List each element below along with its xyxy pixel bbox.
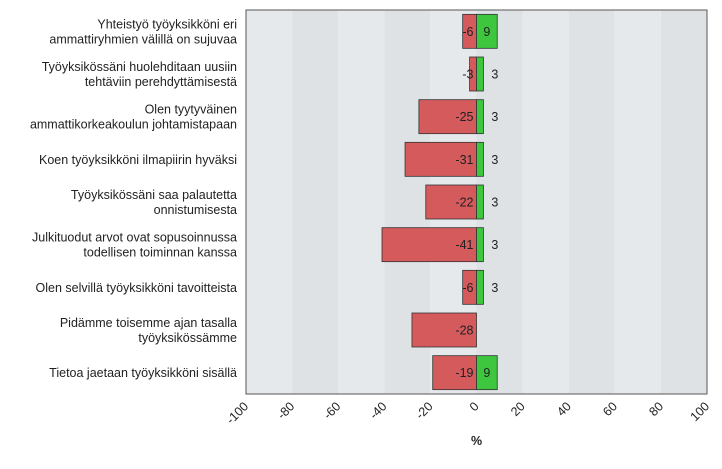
bar-positive xyxy=(476,184,484,220)
value-label-negative: -22 xyxy=(455,196,473,210)
x-tick-label: -40 xyxy=(367,399,390,422)
grid-band xyxy=(522,10,569,394)
category-label: Koen työyksikköni ilmapiirin hyväksi xyxy=(39,153,237,167)
category-label: Yhteistyö työyksikköni eri ammattiryhmien… xyxy=(49,17,237,46)
grid-band xyxy=(614,10,661,394)
bar-positive xyxy=(476,355,498,391)
value-label-positive: 3 xyxy=(491,68,498,82)
plot-border xyxy=(245,9,708,395)
bar-positive xyxy=(476,13,498,49)
value-label-positive: 3 xyxy=(491,238,498,252)
value-label-negative: -28 xyxy=(455,324,473,338)
value-label-negative: -6 xyxy=(462,281,473,295)
bar-negative xyxy=(425,184,477,220)
value-label-negative: -19 xyxy=(455,366,473,380)
x-axis-title: % xyxy=(471,434,482,448)
bar-negative xyxy=(381,227,477,263)
bar-positive xyxy=(476,141,484,177)
value-label-positive: 3 xyxy=(491,196,498,210)
value-label-positive: 9 xyxy=(483,25,490,39)
value-label-negative: -31 xyxy=(455,153,473,167)
category-label: Työyksikössäni huolehditaan uusiin tehtäv… xyxy=(42,60,237,89)
bar-positive xyxy=(476,269,484,305)
category-label: Työyksikössäni saa palautetta onnistumise… xyxy=(71,188,237,217)
x-tick-label: -60 xyxy=(321,399,344,422)
grid-band xyxy=(338,10,385,394)
bar-positive xyxy=(476,227,484,263)
value-label-positive: 3 xyxy=(491,281,498,295)
x-tick-labels: -100 -80 -60 -40 -20 0 20 40 60 80 100 xyxy=(224,399,713,427)
x-tick-label: 40 xyxy=(554,399,574,419)
category-labels: Yhteistyö työyksikköni eri ammattiryhmien… xyxy=(30,17,237,380)
x-tick-label: 0 xyxy=(467,399,482,414)
x-tick-label: 100 xyxy=(688,399,713,424)
grid-band xyxy=(292,10,339,394)
value-label-negative: -3 xyxy=(462,68,473,82)
x-tick-label: -20 xyxy=(413,399,436,422)
category-label: Olen selvillä työyksikköni tavoitteista xyxy=(36,281,238,295)
grid-band xyxy=(246,10,293,394)
grid-band xyxy=(568,10,615,394)
grid-band xyxy=(476,10,523,394)
bars-group: -6 9 -3 3 -25 3 -31 3 -22 3 -41 3 -6 3 -28 -19 9 xyxy=(381,13,498,391)
category-label: Pidämme toisemme ajan tasalla työyksiköss… xyxy=(60,316,237,345)
value-label-negative: -25 xyxy=(455,110,473,124)
bar-positive xyxy=(476,56,484,92)
bar-negative xyxy=(404,141,477,177)
value-label-positive: 3 xyxy=(491,110,498,124)
x-tick-label: 80 xyxy=(646,399,666,419)
x-tick-label: 60 xyxy=(600,399,620,419)
category-label: Julkituodut arvot ovat sopusoinnussa tode… xyxy=(32,231,237,260)
category-label: Tietoa jaetaan työyksikköni sisällä xyxy=(49,366,237,380)
category-label: Olen tyytyväinen ammattikorkeakoulun joht… xyxy=(30,103,237,132)
bar-positive xyxy=(476,99,484,135)
x-tick-label: 20 xyxy=(508,399,528,419)
bar-negative xyxy=(418,99,477,135)
x-tick-label: -80 xyxy=(275,399,298,422)
value-label-positive: 3 xyxy=(491,153,498,167)
x-tick-label: -100 xyxy=(224,399,252,427)
value-label-negative: -41 xyxy=(455,238,473,252)
value-label-negative: -6 xyxy=(462,25,473,39)
grid-band xyxy=(660,10,707,394)
value-label-positive: 9 xyxy=(483,366,490,380)
bar-negative xyxy=(411,312,477,348)
